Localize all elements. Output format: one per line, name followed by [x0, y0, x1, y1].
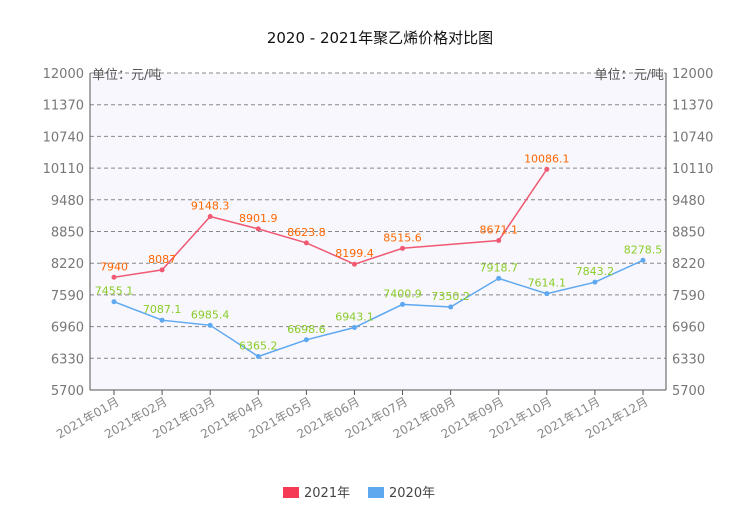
data-point [496, 275, 502, 281]
unit-label-left: 单位：元/吨 [92, 68, 161, 83]
y-tick-left: 6960 [51, 321, 84, 336]
data-point [111, 274, 117, 280]
data-label: 7918.7 [479, 261, 518, 274]
data-label: 7087.1 [143, 303, 182, 316]
data-label: 7400.9 [383, 287, 422, 300]
data-point [303, 337, 309, 343]
data-point [255, 226, 261, 232]
data-point [544, 166, 550, 172]
data-label: 6943.1 [335, 310, 374, 323]
y-tick-left: 9480 [51, 194, 84, 209]
y-tick-right: 10740 [672, 130, 713, 145]
y-tick-right: 5700 [672, 384, 705, 399]
data-point [400, 301, 406, 307]
y-tick-right: 11370 [672, 99, 713, 114]
data-label: 6985.4 [191, 308, 230, 321]
y-tick-left: 8220 [51, 257, 84, 272]
data-label: 6698.6 [287, 323, 326, 336]
data-point [255, 354, 261, 360]
y-tick-right: 7590 [672, 289, 705, 304]
data-label: 7350.2 [431, 290, 470, 303]
y-tick-left: 11370 [43, 99, 84, 114]
y-tick-right: 8220 [672, 257, 705, 272]
data-label: 8901.9 [239, 212, 278, 225]
y-tick-right: 6960 [672, 321, 705, 336]
y-tick-left: 7590 [51, 289, 84, 304]
data-point [351, 324, 357, 330]
data-point [159, 317, 165, 323]
y-tick-right: 10110 [672, 162, 713, 177]
data-point [592, 279, 598, 285]
legend-swatch-2021 [283, 487, 299, 498]
data-point [544, 291, 550, 297]
unit-label-right: 单位：元/吨 [595, 68, 664, 83]
y-tick-right: 8850 [672, 226, 705, 241]
data-point [111, 299, 117, 305]
legend-label-2021: 2021年 [304, 486, 350, 501]
data-label: 7614.1 [528, 277, 567, 290]
data-label: 8515.6 [383, 231, 422, 244]
data-label: 7455.1 [95, 285, 134, 298]
data-label: 9148.3 [191, 199, 230, 212]
data-label: 8199.4 [335, 247, 374, 260]
y-tick-right: 9480 [672, 194, 705, 209]
data-point [303, 240, 309, 246]
data-label: 7843.2 [576, 265, 615, 278]
data-point [640, 257, 646, 263]
data-point [496, 238, 502, 244]
data-label: 7940 [100, 260, 128, 273]
data-point [207, 213, 213, 219]
y-tick-left: 6330 [51, 352, 84, 367]
series-line-2020 [113, 259, 644, 358]
y-tick-right: 6330 [672, 352, 705, 367]
y-tick-left: 8850 [51, 226, 84, 241]
legend-swatch-2020 [368, 487, 384, 498]
data-label: 8087 [148, 253, 176, 266]
y-tick-left: 10110 [43, 162, 84, 177]
y-tick-left: 5700 [51, 384, 84, 399]
data-label: 8671.1 [479, 224, 518, 237]
data-point [400, 245, 406, 251]
y-tick-right: 12000 [672, 67, 713, 82]
data-label: 6365.2 [239, 340, 278, 353]
data-point [448, 304, 454, 310]
data-point [159, 267, 165, 273]
data-point [351, 261, 357, 267]
y-tick-left: 12000 [43, 67, 84, 82]
data-point [207, 322, 213, 328]
y-tick-left: 10740 [43, 130, 84, 145]
chart-title: 2020 - 2021年聚乙烯价格对比图 [267, 29, 493, 47]
data-label: 10086.1 [524, 152, 570, 165]
legend-label-2020: 2020年 [389, 486, 435, 501]
data-label: 8278.5 [624, 243, 663, 256]
data-label: 8623.8 [287, 226, 326, 239]
